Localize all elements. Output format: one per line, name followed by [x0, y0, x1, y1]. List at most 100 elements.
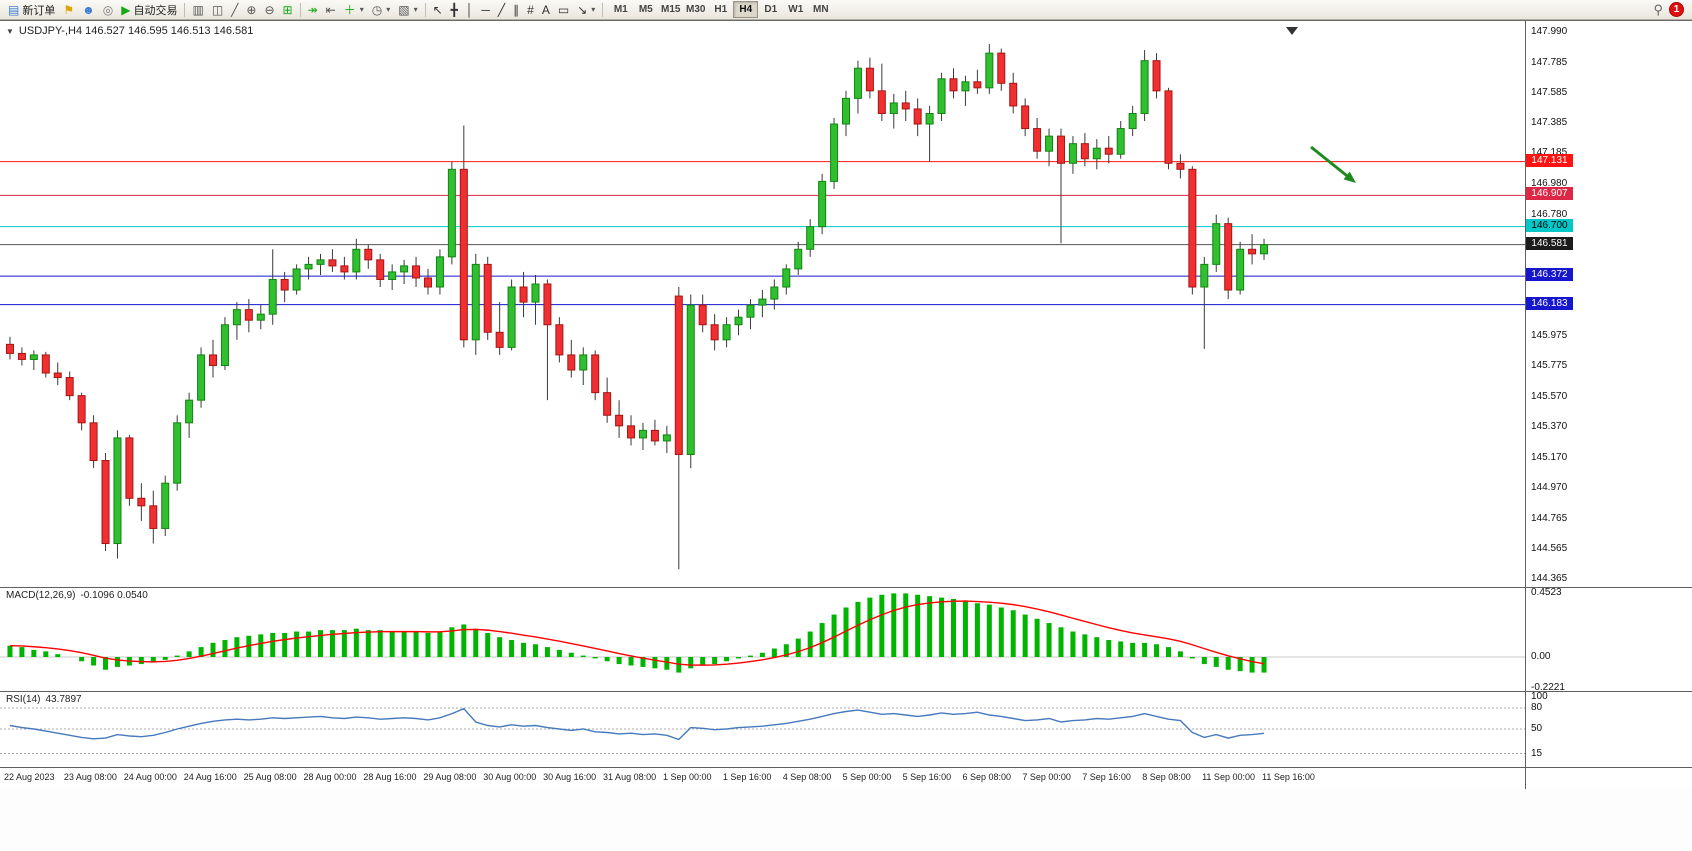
- trendline-button[interactable]: ╱: [494, 1, 509, 19]
- text-icon: A: [541, 2, 550, 17]
- tile-windows-button[interactable]: ⊞: [279, 1, 297, 19]
- timeframe-h4-button[interactable]: H4: [733, 1, 759, 18]
- price-tick: 144.565: [1531, 542, 1568, 554]
- bar-chart-button[interactable]: ▥: [188, 1, 207, 19]
- chart-menu-arrow-icon[interactable]: ▼: [6, 26, 14, 36]
- chart-shift-icon: ⇤: [325, 2, 336, 17]
- rsi-canvas[interactable]: [0, 691, 1525, 767]
- profile-icon-icon: ☻: [82, 2, 95, 17]
- new-order-button[interactable]: ▤ 新订单: [4, 1, 59, 19]
- fibonacci-button[interactable]: #: [523, 1, 538, 19]
- bear-candle: [1021, 105, 1030, 130]
- timeframe-m5-button[interactable]: M5: [633, 1, 658, 18]
- timeframe-buttons: M1 M5 M15 M30 H1 H4 D1 W1 MN: [608, 1, 833, 18]
- bear-candle: [901, 102, 910, 110]
- bear-candle: [1056, 135, 1065, 164]
- bull-candle: [794, 248, 803, 270]
- rsi-label: RSI(14) 43.7897: [6, 694, 82, 705]
- bull-candle: [531, 283, 540, 303]
- cursor-button[interactable]: ↖: [429, 1, 447, 19]
- bull-candle: [1260, 244, 1269, 255]
- profile-icon-button[interactable]: ☻: [78, 1, 99, 19]
- channel-button[interactable]: ∥: [509, 1, 523, 19]
- timeframe-w1-button[interactable]: W1: [783, 1, 808, 18]
- arrow-annotation[interactable]: [1310, 145, 1351, 180]
- macd-axis[interactable]: 0.4523 0.00 -0.2221: [1525, 587, 1692, 693]
- search-icon[interactable]: ⚲: [1653, 1, 1663, 17]
- toolbar-separator: [602, 2, 604, 17]
- macd-scale-tick: 0.4523: [1531, 587, 1562, 598]
- price-chart-canvas[interactable]: [0, 21, 1525, 587]
- zoom-in-button[interactable]: ⊕: [242, 1, 260, 19]
- trendline-icon: ╱: [497, 2, 506, 17]
- bear-candle: [1104, 147, 1113, 155]
- alerts-icon-button[interactable]: ⚑: [59, 1, 78, 19]
- bull-candle: [185, 399, 194, 424]
- bar-chart-icon: ▥: [192, 2, 204, 17]
- pane-separator[interactable]: [0, 691, 1692, 692]
- pane-separator[interactable]: [0, 587, 1692, 588]
- label-button[interactable]: ▭: [554, 1, 573, 19]
- current-price-badge: 146.581: [1526, 236, 1573, 250]
- new-order-button-label: 新订单: [22, 4, 56, 17]
- bear-candle: [149, 505, 158, 529]
- horizontal-line-button[interactable]: ─: [477, 1, 494, 19]
- rsi-pane[interactable]: RSI(14) 43.7897: [0, 691, 1525, 767]
- templates-button[interactable]: ▧ ▾: [394, 1, 421, 19]
- bear-candle: [340, 265, 349, 273]
- bear-candle: [949, 78, 958, 92]
- timeframe-m15-button[interactable]: M15: [658, 1, 683, 18]
- bear-candle: [412, 265, 421, 279]
- price-axis[interactable]: 147.990 147.785 147.585 147.385 147.185 146.9…: [1525, 21, 1692, 587]
- chart-shift-marker-icon[interactable]: [1286, 27, 1298, 35]
- price-pane[interactable]: ▼ USDJPY-,H4 146.527 146.595 146.513 146…: [0, 21, 1525, 587]
- time-tick: 7 Sep 00:00: [1022, 772, 1071, 782]
- timeframe-m1-button[interactable]: M1: [608, 1, 633, 18]
- line-chart-button[interactable]: ╱: [227, 1, 242, 19]
- bear-candle: [209, 354, 218, 366]
- dropdown-arrow-icon[interactable]: ▾: [359, 5, 364, 14]
- time-axis[interactable]: 22 Aug 2023 23 Aug 08:00 24 Aug 00:00 24 Au…: [0, 767, 1525, 789]
- indicators-button[interactable]: ＋ ▾: [340, 1, 368, 19]
- candlestick-chart-button[interactable]: ◫: [208, 1, 227, 19]
- rsi-axis[interactable]: 100 80 50 15: [1525, 691, 1692, 767]
- timeframe-d1-button[interactable]: D1: [758, 1, 783, 18]
- chart-shift-button[interactable]: ⇤: [322, 1, 340, 19]
- auto-trading-button[interactable]: ▶ 自动交易: [117, 1, 181, 19]
- macd-name: MACD(12,26,9): [6, 590, 76, 601]
- time-tick: 7 Sep 16:00: [1082, 772, 1131, 782]
- time-tick: 1 Sep 16:00: [722, 772, 772, 782]
- dropdown-arrow-icon[interactable]: ▾: [591, 5, 596, 14]
- price-tick: 145.370: [1531, 421, 1568, 433]
- arrows-button[interactable]: ↘ ▾: [573, 1, 599, 19]
- bull-candle: [220, 324, 229, 366]
- vertical-line-button[interactable]: │: [462, 1, 478, 19]
- dropdown-arrow-icon[interactable]: ▾: [413, 5, 418, 14]
- timeframe-h1-button[interactable]: H1: [708, 1, 733, 18]
- bottom-strip: [0, 789, 1692, 851]
- bull-candle: [507, 286, 516, 348]
- timeframe-mn-button[interactable]: MN: [808, 1, 833, 18]
- dropdown-arrow-icon[interactable]: ▾: [386, 5, 391, 14]
- time-axis-corner: [1525, 767, 1692, 789]
- text-button[interactable]: A: [538, 1, 554, 19]
- bull-candle: [961, 81, 970, 92]
- price-tick: 147.785: [1531, 56, 1568, 68]
- price-tick: 147.990: [1531, 26, 1568, 37]
- community-icon-button[interactable]: ◎: [99, 1, 117, 19]
- zoom-out-button[interactable]: ⊖: [260, 1, 278, 19]
- macd-label: MACD(12,26,9) -0.1096 0.0540: [6, 590, 148, 601]
- notification-badge[interactable]: 1: [1669, 2, 1684, 17]
- arrow-annotation-head: [1343, 171, 1356, 183]
- crosshair-button[interactable]: ╋: [447, 1, 462, 19]
- auto-scroll-button[interactable]: ↠: [304, 1, 322, 19]
- bull-candle: [352, 248, 361, 273]
- bull-candle: [985, 52, 994, 89]
- auto-trading-button-label: 自动交易: [133, 4, 178, 17]
- macd-canvas[interactable]: [0, 587, 1525, 691]
- periods-button[interactable]: ◷ ▾: [368, 1, 395, 19]
- timeframe-m30-button[interactable]: M30: [683, 1, 708, 18]
- bull-candle: [29, 354, 38, 360]
- macd-pane[interactable]: MACD(12,26,9) -0.1096 0.0540: [0, 587, 1525, 691]
- bull-candle: [173, 422, 182, 484]
